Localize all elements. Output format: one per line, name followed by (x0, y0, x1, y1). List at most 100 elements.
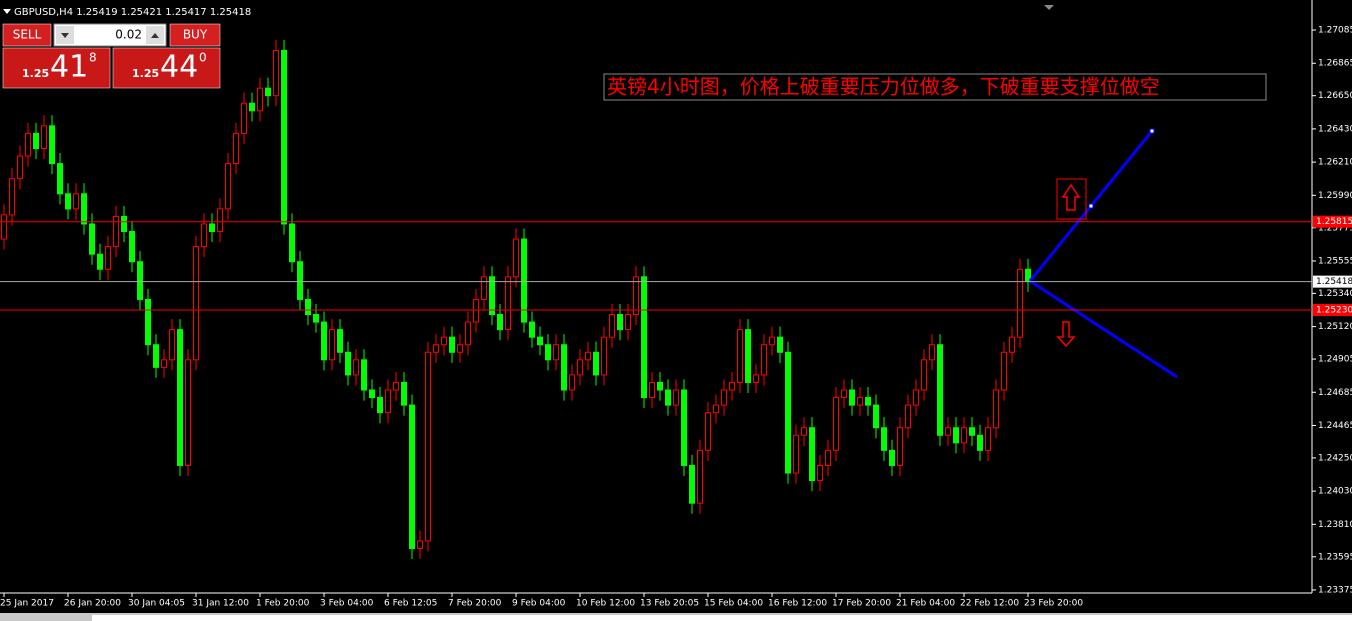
handle (1088, 203, 1094, 209)
candle-body (537, 336, 543, 346)
candle-body (465, 321, 471, 346)
candle-body (193, 246, 199, 361)
candle-body (153, 344, 159, 368)
chart-title: GBPUSD,H4 1.25419 1.25421 1.25417 1.2541… (14, 7, 251, 18)
candle-body (65, 193, 71, 210)
down-icon (61, 33, 69, 38)
last-price-tag (1313, 275, 1352, 288)
candle-body (393, 381, 399, 391)
candle-body (409, 404, 415, 549)
tab (92, 615, 1352, 621)
candle-body (1017, 268, 1023, 338)
candle-body (489, 276, 495, 316)
candle-body (137, 261, 143, 300)
x-tick-label: 31 Jan 12:00 (192, 599, 249, 609)
candle-body (937, 344, 943, 436)
candle-body (57, 163, 63, 195)
candle-body (857, 397, 863, 406)
candle-body (297, 261, 303, 300)
candle-body (73, 193, 79, 210)
sell-label: SELL (13, 28, 42, 42)
candle-body (81, 193, 87, 225)
candle-body (161, 359, 167, 368)
candle-body (977, 434, 983, 451)
candle-body (961, 427, 967, 444)
candle-body (729, 381, 735, 391)
sell-button[interactable] (2, 23, 52, 47)
candle-body (497, 314, 503, 331)
candle-body (657, 381, 663, 391)
candle-body (769, 336, 775, 346)
x-tick-label: 26 Jan 20:00 (64, 599, 121, 609)
candle-body (753, 374, 759, 383)
candle-body (641, 276, 647, 399)
x-tick-label: 10 Feb 12:00 (576, 599, 635, 609)
candle-body (985, 427, 991, 451)
x-tick-label: 23 Feb 20:00 (1024, 599, 1083, 609)
x-tick-label: 25 Jan 2017 (0, 599, 54, 609)
x-tick-label: 15 Feb 04:00 (704, 599, 763, 609)
x-tick-label: 1 Feb 20:00 (256, 599, 310, 609)
y-tick-label: 1.25775 (1318, 223, 1352, 233)
buy-button[interactable] (169, 23, 221, 47)
candle-body (353, 359, 359, 376)
lot-field[interactable] (53, 23, 167, 47)
candle-body (369, 389, 375, 399)
level-label: 1.25230 (1316, 306, 1352, 316)
candle-body (417, 540, 423, 549)
candle-body (569, 374, 575, 391)
candle-body (585, 351, 591, 361)
candle-body (273, 49, 279, 97)
y-tick-label: 1.25555 (1318, 256, 1352, 266)
candle-body (329, 329, 335, 361)
y-tick-label: 1.23810 (1318, 520, 1352, 530)
candle-body (689, 464, 695, 504)
lot-value: 0.02 (115, 28, 142, 42)
candle-body (241, 102, 247, 134)
candle-body (705, 412, 711, 451)
x-tick-label: 3 Feb 04:00 (320, 599, 374, 609)
candle-body (817, 464, 823, 482)
bid-box[interactable] (2, 47, 111, 89)
x-tick-label: 22 Feb 12:00 (960, 599, 1019, 609)
candle-body (777, 336, 783, 353)
level-label: 1.25815 (1316, 217, 1352, 227)
candle-body (809, 427, 815, 482)
y-tick-label: 1.25120 (1318, 322, 1352, 332)
candle-body (1, 214, 7, 240)
candle-body (145, 298, 151, 346)
candle-body (25, 132, 31, 157)
candle-body (841, 389, 847, 399)
trade-panel: SELL 0.02 BUY 1.25 41 8 1.25 44 0 (2, 23, 221, 89)
candle-body (209, 223, 215, 233)
candle-body (305, 298, 311, 316)
ask-box[interactable] (112, 47, 221, 89)
bid-small: 8 (89, 51, 97, 65)
candle-body (609, 314, 615, 338)
candle-body (793, 434, 799, 474)
candle-body (361, 359, 367, 391)
candle-body (321, 321, 327, 361)
candle-body (905, 404, 911, 429)
candle-body (897, 427, 903, 466)
candle-body (441, 336, 447, 346)
level-tag (1313, 215, 1352, 228)
y-tick-label: 1.26430 (1318, 124, 1352, 134)
candle-body (969, 427, 975, 436)
candle-body (945, 427, 951, 436)
candle-body (521, 238, 527, 323)
y-tick-label: 1.24030 (1318, 487, 1352, 497)
candle-body (473, 298, 479, 323)
candle-body (881, 427, 887, 451)
candle-body (169, 329, 175, 361)
candle-body (761, 344, 767, 376)
annotation: 英镑4小时图，价格上破重要压力位做多，下破重要支撑位做空 (607, 75, 1160, 99)
level-tag (1313, 304, 1352, 317)
candle-body (553, 344, 559, 361)
candle-body (721, 389, 727, 406)
x-tick-label: 7 Feb 20:00 (448, 599, 502, 609)
candle-body (425, 351, 431, 542)
candle-body (633, 276, 639, 316)
candle-body (953, 427, 959, 444)
candle-body (217, 208, 223, 233)
